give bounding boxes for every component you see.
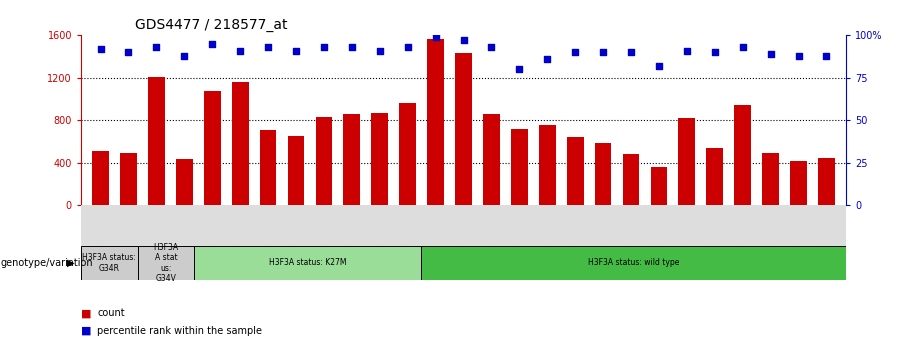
- Point: [707, 50, 722, 55]
- Bar: [81, 246, 138, 280]
- Bar: [232, 82, 248, 205]
- Point: [484, 45, 499, 50]
- Point: [735, 45, 750, 50]
- Bar: [316, 117, 332, 205]
- Point: [819, 53, 833, 59]
- Point: [149, 45, 164, 50]
- Bar: [539, 125, 555, 205]
- Point: [512, 67, 526, 72]
- Text: H3F3A status: wild type: H3F3A status: wild type: [588, 258, 680, 267]
- Bar: [421, 246, 846, 280]
- Point: [122, 50, 136, 55]
- Bar: [203, 91, 220, 205]
- Text: ▶: ▶: [68, 258, 75, 268]
- Point: [791, 53, 806, 59]
- Bar: [194, 246, 421, 280]
- Text: genotype/variation: genotype/variation: [1, 258, 94, 268]
- Bar: [260, 130, 276, 205]
- Point: [177, 53, 192, 59]
- Bar: [372, 113, 388, 205]
- Point: [261, 45, 275, 50]
- Bar: [483, 114, 500, 205]
- Bar: [567, 137, 583, 205]
- Point: [317, 45, 331, 50]
- Point: [233, 48, 248, 53]
- Bar: [148, 77, 165, 205]
- Bar: [706, 148, 724, 205]
- Text: H3F3A status: K27M: H3F3A status: K27M: [269, 258, 346, 267]
- Text: H3F3A status:
G34R: H3F3A status: G34R: [83, 253, 136, 273]
- Bar: [623, 154, 639, 205]
- Bar: [818, 158, 835, 205]
- Point: [540, 56, 554, 62]
- Bar: [288, 136, 304, 205]
- Point: [596, 50, 610, 55]
- Point: [763, 51, 778, 57]
- Point: [456, 38, 471, 43]
- Point: [400, 45, 415, 50]
- Bar: [762, 153, 779, 205]
- Bar: [344, 114, 360, 205]
- Bar: [176, 159, 193, 205]
- Text: count: count: [97, 308, 125, 318]
- Point: [345, 45, 359, 50]
- Point: [624, 50, 638, 55]
- Point: [652, 63, 666, 69]
- Text: ■: ■: [81, 326, 92, 336]
- Bar: [92, 151, 109, 205]
- Point: [373, 48, 387, 53]
- Text: ■: ■: [81, 308, 92, 318]
- Point: [94, 46, 108, 52]
- Point: [568, 50, 582, 55]
- Text: GDS4477 / 218577_at: GDS4477 / 218577_at: [135, 18, 287, 32]
- Text: percentile rank within the sample: percentile rank within the sample: [97, 326, 262, 336]
- Bar: [734, 105, 752, 205]
- Bar: [138, 246, 194, 280]
- Bar: [455, 53, 472, 205]
- Point: [428, 34, 443, 40]
- Point: [205, 41, 220, 47]
- Bar: [120, 153, 137, 205]
- Bar: [400, 103, 416, 205]
- Bar: [790, 161, 807, 205]
- Bar: [595, 143, 611, 205]
- Point: [289, 48, 303, 53]
- Bar: [511, 129, 527, 205]
- Text: H3F3A
A stat
us:
G34V: H3F3A A stat us: G34V: [153, 243, 178, 283]
- Bar: [428, 39, 444, 205]
- Bar: [651, 167, 667, 205]
- Bar: [679, 118, 695, 205]
- Point: [680, 48, 694, 53]
